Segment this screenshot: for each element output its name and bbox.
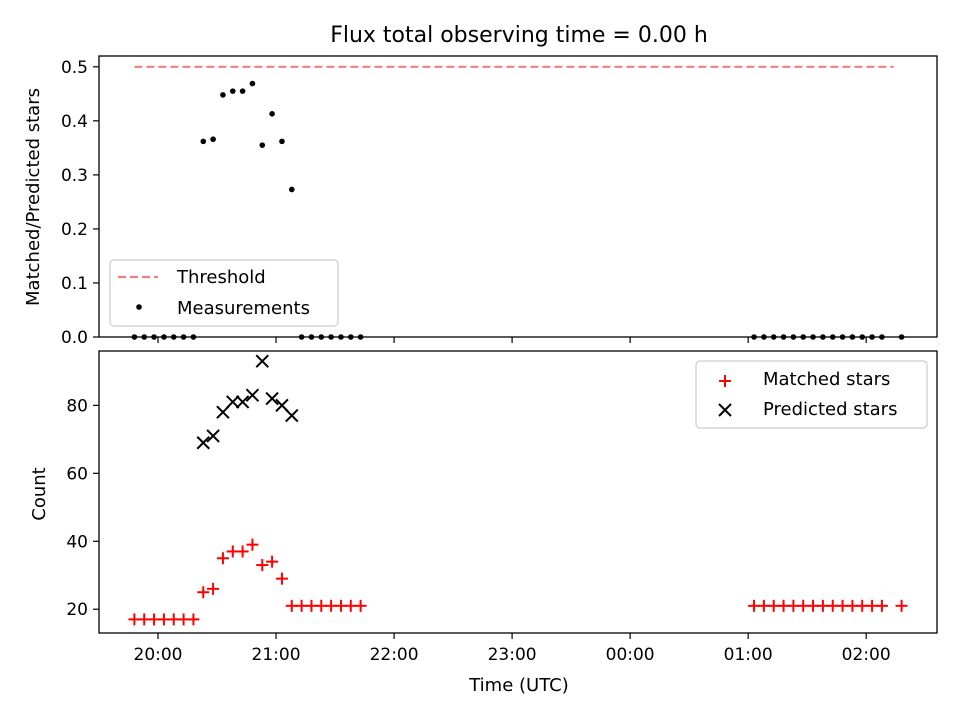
y-tick-label: 0.4 (61, 112, 88, 132)
matched-stars-point (266, 555, 279, 568)
count-panel: 20:00 21:00 22:00 23:00 00:00 01:00 02:00 20 40 6… (29, 350, 938, 696)
matched-stars-point (256, 559, 269, 572)
measurement-point (288, 186, 295, 193)
count-panel-ticks: 20:00 21:00 22:00 23:00 00:00 01:00 02:00 20 40 6… (66, 396, 890, 665)
ratio-legend: Threshold Measurements (109, 259, 339, 327)
measurement-point (220, 92, 226, 98)
count-legend-box (695, 360, 928, 429)
x-stroke-b (265, 391, 279, 406)
x-tick-label: 01:00 (724, 645, 773, 665)
count-y-axis-label: Count (29, 467, 50, 520)
y-tick-label: 0.5 (61, 58, 88, 78)
predicted-stars-point (216, 405, 230, 419)
ratio-panel-frame (98, 55, 938, 338)
y-tick-label: 20 (66, 600, 88, 620)
legend-threshold-label: Threshold (176, 267, 266, 288)
legend-matched-swatch (719, 375, 731, 387)
predicted-stars-point (206, 429, 220, 443)
ratio-panel: 0.0 0.1 0.2 0.3 0.4 0.5 Matched/Predicted sta… (23, 55, 938, 348)
count-panel-frame (98, 350, 938, 634)
x-tick-label: 22:00 (370, 645, 419, 665)
measurement-point (259, 142, 266, 148)
matched-stars-point (246, 538, 259, 551)
y-tick-label: 0.2 (61, 220, 88, 240)
measurement-point (269, 111, 275, 117)
matched-stars-point (207, 582, 220, 595)
ratio-legend-box (109, 259, 339, 327)
predicted-stars-point (265, 391, 279, 406)
ratio-y-axis-label: Matched/Predicted stars (23, 88, 44, 306)
x-stroke-b (216, 405, 230, 419)
matched-stars-point (895, 599, 908, 612)
predicted-stars-point (285, 408, 299, 423)
ratio-panel-marks (131, 65, 905, 340)
x-stroke-b (285, 408, 299, 423)
matched-stars-point (875, 599, 888, 612)
x-stroke-b (226, 395, 240, 409)
matched-stars-point (275, 572, 288, 585)
ratio-panel-ticks: 0.0 0.1 0.2 0.3 0.4 0.5 (61, 58, 867, 348)
chart-title: Flux total observing time = 0.00 h (330, 23, 708, 48)
matched-stars-point (197, 586, 210, 599)
x-stroke-b (235, 395, 250, 409)
matched-stars-point (236, 545, 249, 558)
x-tick-label: 23:00 (488, 645, 537, 665)
legend-measurements-swatch (136, 304, 142, 310)
measurement-point (229, 88, 236, 94)
x-stroke-b (275, 398, 289, 413)
measurement-point (200, 138, 207, 145)
predicted-stars-point (275, 398, 289, 413)
matched-stars-point (354, 599, 367, 612)
legend-predicted-swatch (718, 403, 732, 417)
matched-stars-point (187, 613, 200, 626)
x-stroke-b (206, 429, 220, 443)
y-tick-label: 0.0 (61, 328, 88, 348)
predicted-stars-point (245, 388, 260, 402)
x-tick-label: 00:00 (606, 645, 655, 665)
measurement-point (210, 136, 216, 143)
legend-matched-label: Matched stars (763, 369, 890, 390)
measurement-point (279, 138, 285, 145)
predicted-stars-point (255, 354, 269, 368)
x-tick-label: 21:00 (252, 645, 301, 665)
x-tick-label: 20:00 (134, 645, 183, 665)
y-tick-label: 80 (66, 396, 88, 416)
x-axis-label: Time (UTC) (468, 675, 569, 696)
predicted-stars-point (235, 395, 250, 409)
y-tick-label: 0.3 (61, 166, 88, 186)
count-legend: Matched stars Predicted stars (695, 360, 928, 429)
count-panel-marks (128, 354, 908, 626)
legend-predicted-label: Predicted stars (763, 399, 897, 420)
measurement-point (249, 80, 256, 87)
x-stroke-b (255, 354, 269, 368)
predicted-stars-point (226, 395, 240, 409)
legend-measurements-label: Measurements (177, 298, 310, 319)
y-tick-label: 40 (66, 532, 88, 552)
y-tick-label: 0.1 (61, 274, 88, 294)
x-stroke-b (196, 436, 210, 450)
x-tick-label: 02:00 (842, 645, 891, 665)
matched-stars-point (216, 552, 229, 565)
x-stroke-b (245, 388, 260, 402)
y-tick-label: 60 (66, 464, 88, 484)
measurement-point (239, 88, 246, 94)
predicted-stars-point (196, 436, 210, 450)
